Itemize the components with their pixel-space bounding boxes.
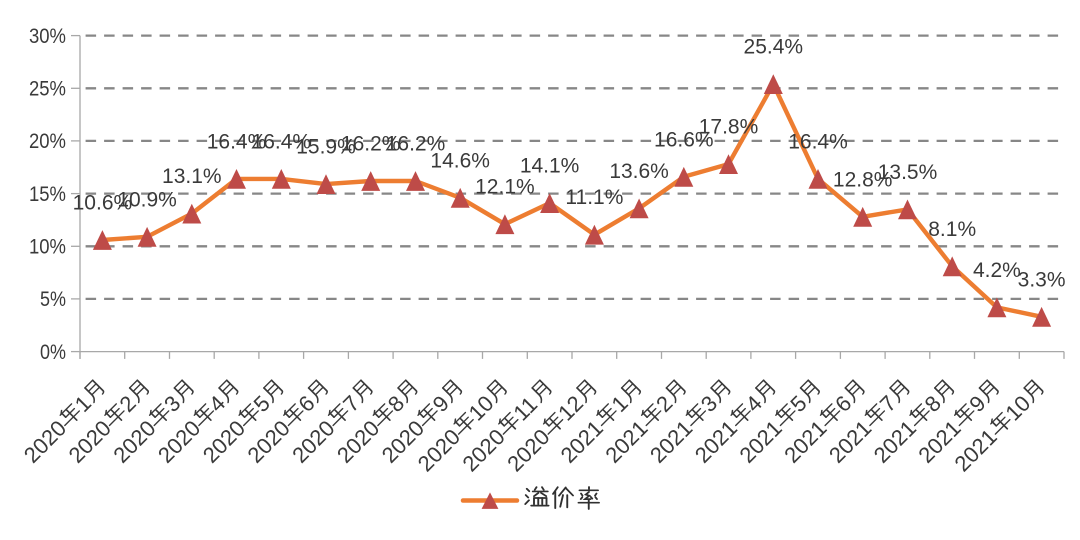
svg-text:11.1%: 11.1% — [565, 186, 623, 209]
svg-text:14.6%: 14.6% — [430, 149, 490, 172]
svg-text:16.4%: 16.4% — [207, 130, 267, 153]
svg-text:13.5%: 13.5% — [878, 161, 938, 184]
svg-text:10%: 10% — [29, 236, 66, 259]
svg-text:30%: 30% — [29, 25, 66, 48]
svg-text:16.2%: 16.2% — [341, 133, 401, 156]
svg-text:14.1%: 14.1% — [520, 155, 580, 178]
svg-text:25%: 25% — [29, 78, 66, 101]
svg-text:8.1%: 8.1% — [928, 218, 976, 241]
svg-text:25.4%: 25.4% — [744, 36, 804, 59]
svg-text:16.4%: 16.4% — [788, 130, 848, 153]
svg-text:0%: 0% — [40, 341, 66, 364]
svg-text:15.9%: 15.9% — [296, 136, 356, 159]
svg-text:17.8%: 17.8% — [699, 116, 759, 139]
svg-text:10.9%: 10.9% — [117, 188, 177, 211]
svg-text:20%: 20% — [29, 130, 66, 153]
svg-text:3.3%: 3.3% — [1018, 268, 1066, 291]
svg-text:16.2%: 16.2% — [386, 133, 446, 156]
svg-text:4.2%: 4.2% — [973, 259, 1021, 282]
svg-text:10.6%: 10.6% — [73, 192, 133, 215]
svg-text:13.6%: 13.6% — [609, 160, 669, 183]
svg-text:5%: 5% — [40, 288, 66, 311]
svg-text:16.6%: 16.6% — [654, 128, 714, 151]
svg-text:12.1%: 12.1% — [475, 176, 535, 199]
svg-text:12.8%: 12.8% — [833, 168, 893, 191]
svg-text:13.1%: 13.1% — [162, 165, 222, 188]
svg-text:15%: 15% — [29, 183, 66, 206]
svg-text:16.4%: 16.4% — [252, 130, 312, 153]
